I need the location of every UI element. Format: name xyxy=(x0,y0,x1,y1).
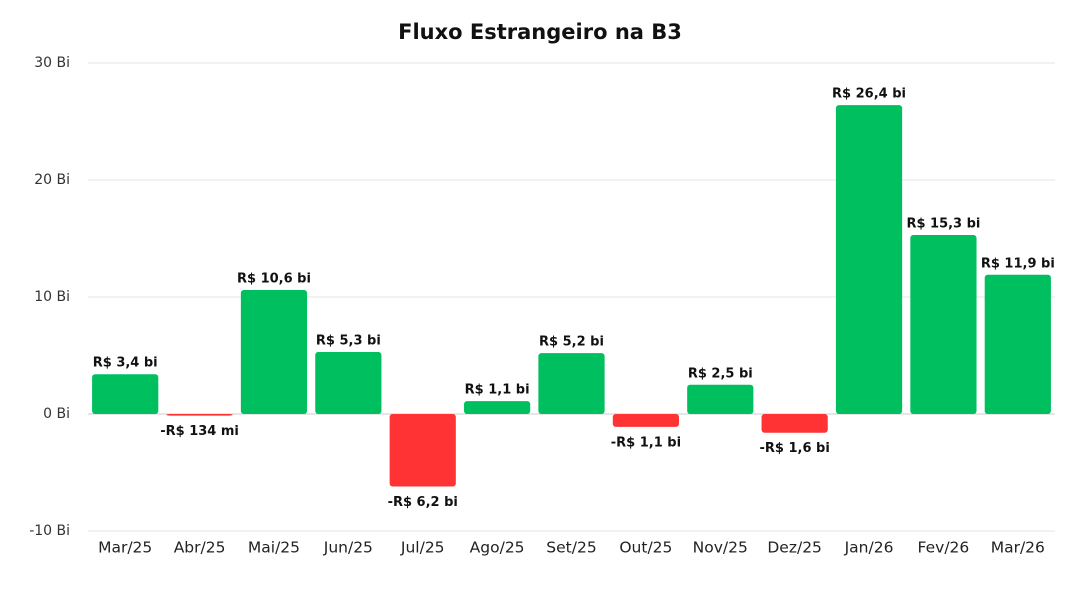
y-tick-label: -10 Bi xyxy=(29,523,70,539)
data-label: -R$ 1,6 bi xyxy=(760,441,830,456)
y-tick-label: 20 Bi xyxy=(34,172,70,188)
data-label: -R$ 1,1 bi xyxy=(611,435,681,450)
x-tick-label: Out/25 xyxy=(619,539,672,557)
x-tick-label: Jun/25 xyxy=(323,539,373,557)
y-axis-ticks: 30 Bi 20 Bi 10 Bi 0 Bi -10 Bi xyxy=(29,55,70,539)
x-tick-label: Set/25 xyxy=(546,539,596,557)
data-label: R$ 2,5 bi xyxy=(688,366,753,381)
data-label: R$ 11,9 bi xyxy=(981,256,1055,271)
bar xyxy=(761,414,828,433)
bar xyxy=(984,274,1051,414)
bar xyxy=(687,384,754,414)
bar xyxy=(910,234,977,414)
grid-lines xyxy=(88,62,1055,532)
bar xyxy=(240,289,308,414)
bar xyxy=(389,414,456,487)
y-tick-label: 10 Bi xyxy=(34,289,70,305)
x-tick-label: Ago/25 xyxy=(470,539,525,557)
x-tick-label: Fev/26 xyxy=(918,539,970,557)
x-tick-label: Mai/25 xyxy=(248,539,300,557)
bars xyxy=(92,105,1051,487)
bar xyxy=(166,414,233,416)
bar xyxy=(315,351,382,414)
y-tick-label: 0 Bi xyxy=(43,406,70,422)
bar xyxy=(92,374,159,414)
chart-title: Fluxo Estrangeiro na B3 xyxy=(398,20,682,44)
x-tick-label: Jan/26 xyxy=(844,539,894,557)
bar xyxy=(538,353,605,414)
x-tick-label: Dez/25 xyxy=(767,539,822,557)
data-label: R$ 1,1 bi xyxy=(465,383,530,398)
x-tick-label: Mar/26 xyxy=(991,539,1045,557)
x-axis-ticks: Mar/25 Abr/25 Mai/25 Jun/25 Jul/25 Ago/25 Set/… xyxy=(98,539,1045,557)
data-label: R$ 26,4 bi xyxy=(832,87,906,102)
bar xyxy=(835,105,903,415)
data-label: R$ 3,4 bi xyxy=(93,356,158,371)
data-label: -R$ 6,2 bi xyxy=(388,495,458,510)
data-label: R$ 5,3 bi xyxy=(316,333,381,348)
x-tick-label: Abr/25 xyxy=(174,539,226,557)
x-tick-label: Mar/25 xyxy=(98,539,152,557)
data-label: R$ 10,6 bi xyxy=(237,271,311,286)
y-tick-label: 30 Bi xyxy=(34,55,70,71)
bar xyxy=(464,401,531,414)
x-tick-label: Nov/25 xyxy=(693,539,748,557)
data-label: R$ 5,2 bi xyxy=(539,335,604,350)
data-label: -R$ 134 mi xyxy=(160,424,239,439)
data-label: R$ 15,3 bi xyxy=(906,216,980,231)
x-tick-label: Jul/25 xyxy=(400,539,445,557)
data-labels: R$ 3,4 bi -R$ 134 mi R$ 10,6 bi R$ 5,3 bi -R… xyxy=(93,87,1055,510)
bar xyxy=(612,414,679,427)
